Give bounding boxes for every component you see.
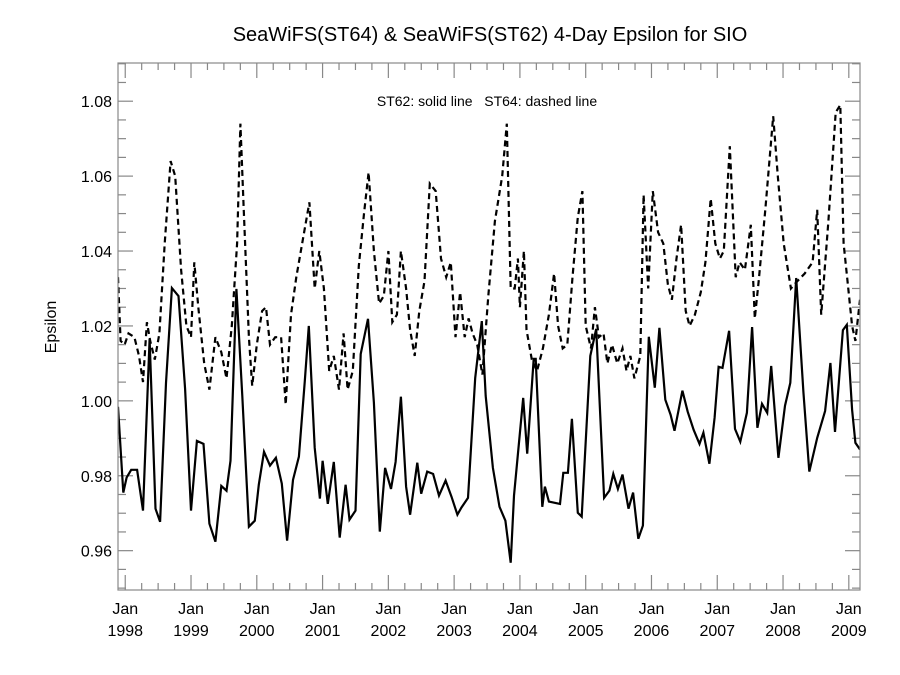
y-axis-label: Epsilon	[43, 301, 60, 353]
series-lines	[118, 101, 860, 563]
line-style-annotation: ST62: solid line ST64: dashed line	[377, 93, 597, 109]
series-st64-line	[118, 101, 860, 405]
chart-title: SeaWiFS(ST64) & SeaWiFS(ST62) 4-Day Epsi…	[233, 24, 748, 46]
y-tick-labels: 0.96 0.98 1.00 1.02 1.04 1.06 1.08	[81, 94, 112, 560]
axis-ticks	[118, 63, 860, 590]
x-tick-label-year: 1998	[107, 623, 143, 640]
x-tick-labels: Jan 1998 Jan 1999 Jan 2000 Jan 2001 Jan 2002 Jan 20…	[107, 601, 866, 640]
y-tick-label: 0.96	[81, 544, 112, 561]
x-tick-label-month: Jan	[573, 601, 599, 618]
x-tick-label-year: 2000	[239, 623, 275, 640]
x-tick-label-month: Jan	[178, 601, 204, 618]
x-tick-label-month: Jan	[310, 601, 336, 618]
x-tick-label-month: Jan	[704, 601, 730, 618]
x-tick-label-year: 2003	[436, 623, 472, 640]
x-tick-label-year: 2001	[305, 623, 341, 640]
y-tick-label: 1.08	[81, 94, 112, 111]
series-st62-line	[118, 277, 860, 563]
x-tick-label-year: 2008	[765, 623, 801, 640]
x-tick-label-year: 2004	[502, 623, 538, 640]
x-tick-label-month: Jan	[507, 601, 533, 618]
x-tick-label-year: 1999	[173, 623, 209, 640]
x-tick-label-month: Jan	[770, 601, 796, 618]
x-tick-label-year: 2002	[371, 623, 407, 640]
x-tick-label-month: Jan	[836, 601, 862, 618]
x-tick-label-year: 2007	[699, 623, 735, 640]
x-tick-label-year: 2006	[634, 623, 670, 640]
x-tick-label-year: 2005	[568, 623, 604, 640]
y-tick-label: 1.06	[81, 169, 112, 186]
y-tick-label: 1.04	[81, 244, 112, 261]
y-tick-label: 0.98	[81, 469, 112, 486]
x-tick-label-month: Jan	[244, 601, 270, 618]
y-tick-label: 1.00	[81, 394, 112, 411]
x-tick-label-month: Jan	[375, 601, 401, 618]
x-tick-label-month: Jan	[639, 601, 665, 618]
plot-frame	[117, 62, 861, 591]
y-tick-label: 1.02	[81, 319, 112, 336]
x-tick-label-month: Jan	[441, 601, 467, 618]
x-tick-label-month: Jan	[112, 601, 138, 618]
x-tick-label-year: 2009	[831, 623, 867, 640]
